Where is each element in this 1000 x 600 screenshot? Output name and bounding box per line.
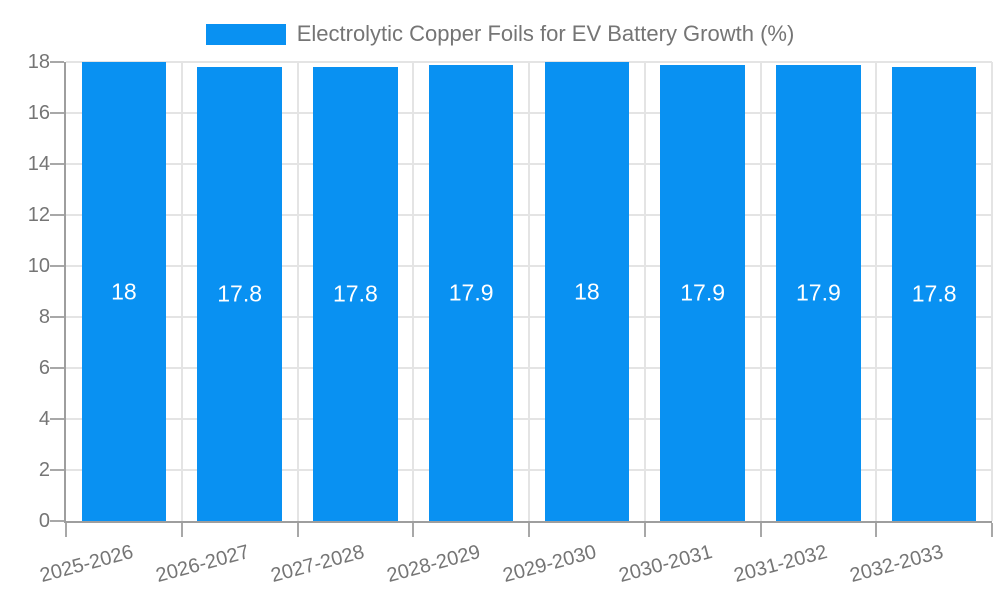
- x-tick-label: 2029-2030: [500, 541, 599, 588]
- gridline-vertical: [528, 62, 530, 521]
- x-tick-label: 2031-2032: [731, 541, 831, 588]
- y-tick-mark: [50, 112, 64, 114]
- y-tick-mark: [50, 418, 64, 420]
- y-tick-label: 14: [27, 153, 50, 175]
- gridline-vertical: [643, 62, 646, 521]
- bar-2031-2032[interactable]: 17.9: [776, 64, 861, 521]
- x-tick-mark: [875, 523, 878, 537]
- y-tick-mark: [50, 469, 64, 471]
- x-tick-mark: [180, 523, 183, 537]
- bar-value-label: 17.9: [680, 279, 725, 306]
- bar-value-label: 17.8: [217, 280, 262, 307]
- y-tick-label: 16: [27, 102, 50, 124]
- y-tick-mark: [50, 163, 64, 165]
- bar-value-label: 17.9: [795, 279, 841, 306]
- y-axis-line: [64, 62, 66, 523]
- y-tick-mark: [50, 61, 64, 63]
- bar-2030-2031[interactable]: 17.9: [660, 64, 745, 521]
- bar-value-label: 18: [111, 278, 137, 304]
- x-axis-line: [64, 521, 992, 523]
- gridline-vertical: [991, 62, 993, 521]
- bar-2029-2030[interactable]: 18: [544, 62, 630, 521]
- y-tick-label: 6: [38, 357, 50, 379]
- bar-2032-2033[interactable]: 17.8: [891, 67, 977, 521]
- gridline-vertical: [296, 62, 299, 521]
- bar-value-label: 17.9: [448, 279, 494, 306]
- x-tick-mark: [296, 523, 299, 537]
- x-tick-label: 2032-2033: [847, 541, 946, 588]
- gridline-vertical: [875, 62, 878, 521]
- x-tick-mark: [65, 523, 67, 537]
- bar-value-label: 17.8: [911, 280, 957, 307]
- y-tick-label: 4: [38, 408, 50, 430]
- gridline-vertical: [759, 62, 762, 521]
- y-tick-label: 8: [38, 306, 50, 328]
- bar-2025-2026[interactable]: 18: [81, 62, 167, 521]
- x-tick-mark: [643, 523, 646, 537]
- bar-2028-2029[interactable]: 17.9: [428, 64, 514, 521]
- x-tick-label: 2030-2031: [616, 541, 715, 588]
- legend-label: Electrolytic Copper Foils for EV Battery…: [296, 21, 795, 46]
- x-tick-mark: [759, 523, 762, 537]
- gridline-vertical: [412, 62, 415, 521]
- legend[interactable]: Electrolytic Copper Foils for EV Battery…: [0, 21, 1000, 47]
- y-tick-label: 12: [27, 204, 50, 226]
- bar-value-label: 17.8: [332, 280, 378, 307]
- y-tick-label: 0: [38, 510, 50, 532]
- x-tick-label: 2025-2026: [37, 541, 136, 588]
- y-tick-mark: [50, 520, 64, 522]
- y-tick-mark: [50, 316, 64, 318]
- gridline-vertical: [180, 62, 183, 521]
- x-tick-label: 2027-2028: [268, 541, 368, 588]
- bar-2027-2028[interactable]: 17.8: [313, 67, 398, 521]
- y-tick-label: 18: [27, 51, 50, 73]
- y-tick-mark: [50, 214, 64, 216]
- y-tick-label: 10: [27, 255, 50, 277]
- y-tick-label: 2: [38, 459, 50, 481]
- legend-swatch: [205, 23, 286, 45]
- x-tick-mark: [991, 523, 993, 537]
- x-tick-mark: [528, 523, 530, 537]
- x-tick-mark: [412, 523, 415, 537]
- x-tick-label: 2026-2027: [153, 541, 252, 588]
- bar-value-label: 18: [574, 278, 600, 304]
- y-tick-mark: [50, 265, 64, 267]
- y-tick-mark: [50, 367, 64, 369]
- x-tick-label: 2028-2029: [384, 541, 483, 588]
- bar-2026-2027[interactable]: 17.8: [197, 67, 282, 521]
